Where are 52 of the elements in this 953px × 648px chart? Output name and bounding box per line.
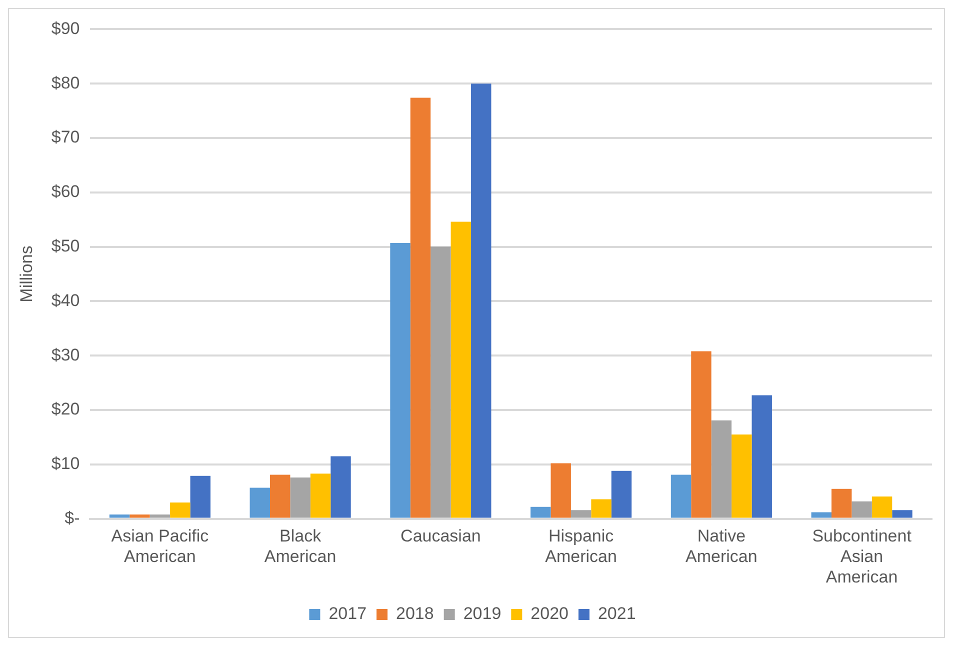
bar xyxy=(570,510,592,518)
y-tick-label: $40 xyxy=(51,290,80,310)
legend-label: 2018 xyxy=(396,604,434,624)
bar xyxy=(471,84,492,518)
bar xyxy=(670,474,692,518)
bar xyxy=(892,510,912,518)
bar xyxy=(130,514,150,518)
bar xyxy=(430,246,451,518)
bar xyxy=(150,514,170,518)
y-axis-title: Millions xyxy=(16,246,36,302)
bar xyxy=(310,474,331,518)
y-tick-label: $20 xyxy=(51,400,80,419)
x-tick-label: Black American xyxy=(264,526,336,566)
x-tick-label: Subcontinent Asian American xyxy=(812,526,912,586)
y-tick-label: $30 xyxy=(51,345,80,364)
bar xyxy=(410,98,431,518)
y-tick-label: $90 xyxy=(51,18,80,38)
bar xyxy=(711,420,732,518)
y-tick-label: $10 xyxy=(51,454,80,474)
y-tick-label: $60 xyxy=(51,182,80,202)
bar xyxy=(611,470,632,518)
bar xyxy=(852,501,872,518)
bar xyxy=(330,456,351,518)
y-tick-label: $50 xyxy=(51,236,80,256)
bar xyxy=(390,242,410,518)
bar xyxy=(752,395,772,518)
bar xyxy=(450,222,472,518)
bar xyxy=(732,434,752,518)
bar xyxy=(270,474,290,518)
x-tick-label: Hispanic American xyxy=(545,526,617,566)
bar xyxy=(691,351,712,518)
bar xyxy=(109,514,130,518)
x-tick-label: Caucasian xyxy=(400,526,481,546)
x-tick-label: Native American xyxy=(686,526,758,566)
bar xyxy=(872,496,892,518)
bar xyxy=(591,499,612,518)
legend-label: 2021 xyxy=(598,604,636,624)
bar xyxy=(170,502,190,518)
y-tick-label: $70 xyxy=(51,128,80,147)
y-tick-label: $- xyxy=(64,508,80,528)
bar xyxy=(811,512,832,518)
bar xyxy=(190,476,210,518)
x-tick-label: Asian Pacific American xyxy=(111,526,210,566)
bar xyxy=(530,506,551,518)
bar xyxy=(831,488,852,518)
bar xyxy=(250,488,270,518)
bar xyxy=(550,463,571,518)
bar xyxy=(290,477,310,518)
y-tick-label: $80 xyxy=(51,73,80,92)
legend-label: 2017 xyxy=(328,604,367,624)
legend-label: 2019 xyxy=(463,604,502,624)
legend-label: 2020 xyxy=(530,604,568,624)
